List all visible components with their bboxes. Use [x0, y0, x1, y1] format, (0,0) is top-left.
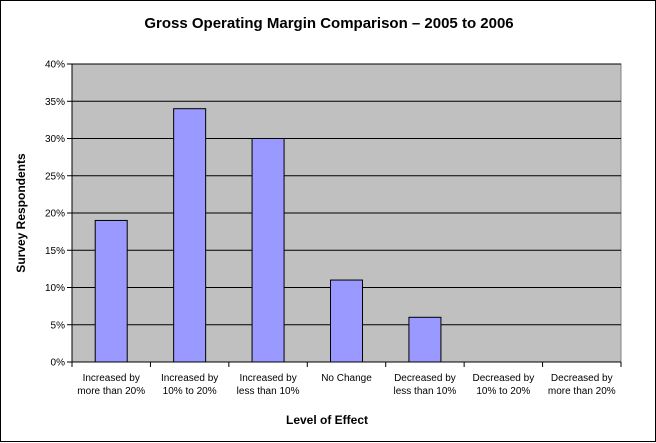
x-tick-label: Increased by more than 20% — [77, 373, 145, 397]
y-tick-label: 40% — [45, 60, 65, 71]
x-tick-label: Decreased by more than 20% — [548, 373, 616, 397]
bar — [173, 108, 207, 363]
x-tick-label: Increased by 10% to 20% — [161, 373, 218, 397]
y-tick-label: 20% — [45, 209, 65, 220]
x-tick-label: No Change — [321, 373, 372, 384]
bar — [330, 279, 363, 363]
axes — [67, 63, 622, 367]
x-tick-label: Increased by less than 10% — [237, 373, 300, 397]
y-tick-label: 0% — [51, 358, 66, 369]
y-tick-labels: 0% 5% 10% 15% 20% 25% 30% 35% 40% — [45, 60, 65, 369]
bar — [94, 219, 128, 363]
y-tick-label: 25% — [45, 171, 65, 182]
bar — [408, 316, 442, 363]
y-tick-label: 30% — [45, 134, 65, 145]
x-tick-label: Decreased by 10% to 20% — [473, 373, 535, 397]
x-axis-title: Level of Effect — [286, 413, 368, 427]
y-tick-label: 35% — [45, 97, 65, 108]
bars — [94, 108, 442, 363]
x-tick-label: Decreased by less than 10% — [394, 373, 457, 397]
chart-title: Gross Operating Margin Comparison – 2005… — [144, 15, 513, 32]
bar — [251, 138, 285, 363]
grid-lines — [72, 63, 621, 326]
x-tick-labels: Increased by more than 20% Increased by 10%… — [77, 373, 615, 397]
y-tick-label: 5% — [51, 320, 66, 331]
y-tick-label: 10% — [45, 283, 65, 294]
y-tick-label: 15% — [45, 246, 65, 257]
y-axis-title: Survey Respondents — [14, 153, 28, 273]
